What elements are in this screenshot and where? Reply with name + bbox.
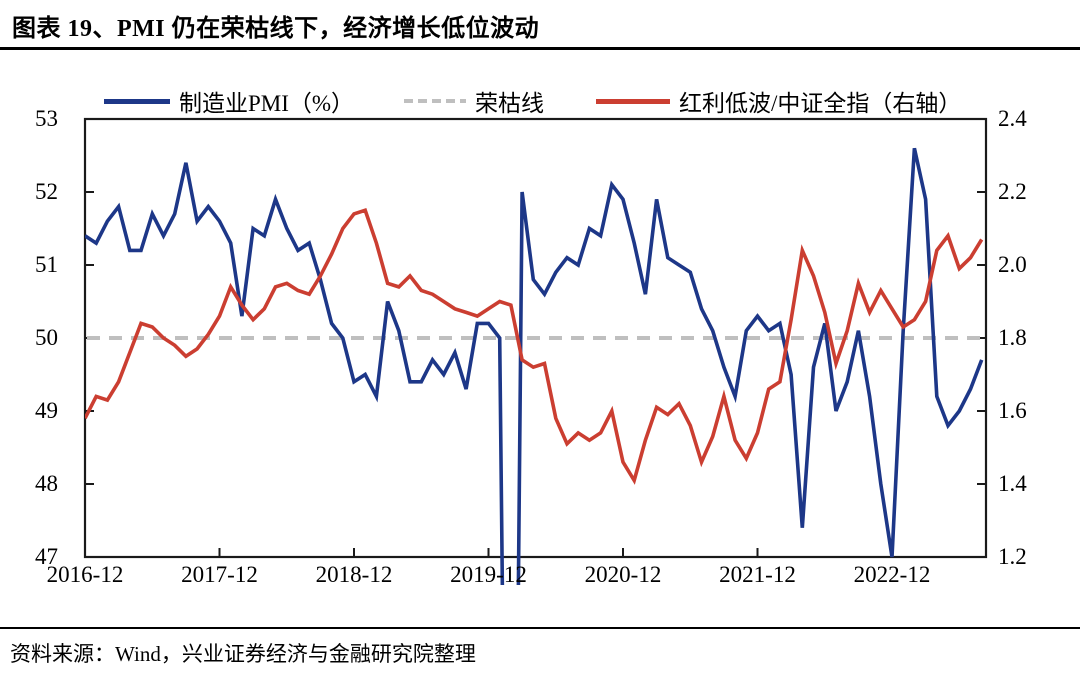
legend-label-breakeven: 荣枯线: [475, 91, 544, 116]
legend-item-breakeven: 荣枯线: [404, 87, 544, 116]
legend-label-pmi: 制造业PMI（%）: [179, 91, 355, 116]
x-axis-tick-label: 2017-12: [181, 562, 258, 587]
figure-title: 图表 19、PMI 仍在荣枯线下，经济增长低位波动: [12, 16, 540, 42]
legend-item-ratio: 红利低波/中证全指（右轴）: [596, 87, 962, 116]
legend-label-ratio: 红利低波/中证全指（右轴）: [679, 91, 962, 116]
right-axis-tick-label: 2.0: [998, 252, 1027, 277]
left-axis-tick-label: 50: [35, 325, 58, 350]
left-axis-tick-label: 53: [35, 106, 58, 131]
x-axis-tick-label: 2020-12: [584, 562, 662, 587]
right-axis-tick-label: 2.2: [998, 179, 1027, 204]
left-axis-tick-label: 51: [35, 252, 58, 277]
x-axis-tick-label: 2016-12: [46, 562, 124, 587]
left-axis-tick-label: 49: [35, 398, 58, 423]
left-axis-tick-label: 52: [35, 179, 58, 204]
right-axis-tick-label: 2.4: [998, 106, 1027, 131]
ratio-line-swatch: [596, 98, 670, 104]
data-source-note: 资料来源：Wind，兴业证券经济与金融研究院整理: [10, 642, 476, 666]
right-axis-tick-label: 1.8: [998, 325, 1027, 350]
breakeven-line-swatch: [404, 99, 466, 103]
right-axis-tick-label: 1.6: [998, 398, 1027, 423]
pmi-line-swatch: [104, 98, 170, 104]
x-axis-tick-label: 2019-12: [450, 562, 527, 587]
left-axis-tick-label: 48: [35, 471, 58, 496]
legend-item-pmi: 制造业PMI（%）: [104, 87, 355, 116]
right-axis-tick-label: 1.4: [998, 471, 1027, 496]
ratio-line: [85, 208, 984, 485]
x-axis-tick-label: 2018-12: [315, 562, 393, 587]
title-divider: [0, 47, 1080, 50]
x-axis-tick-label: 2022-12: [853, 562, 931, 587]
x-axis-tick-label: 2021-12: [719, 562, 796, 587]
right-axis-tick-label: 1.2: [998, 544, 1027, 569]
pmi-line: [85, 147, 984, 585]
left-axis-tick-label: 47: [35, 544, 58, 569]
footer-divider: [0, 627, 1080, 629]
